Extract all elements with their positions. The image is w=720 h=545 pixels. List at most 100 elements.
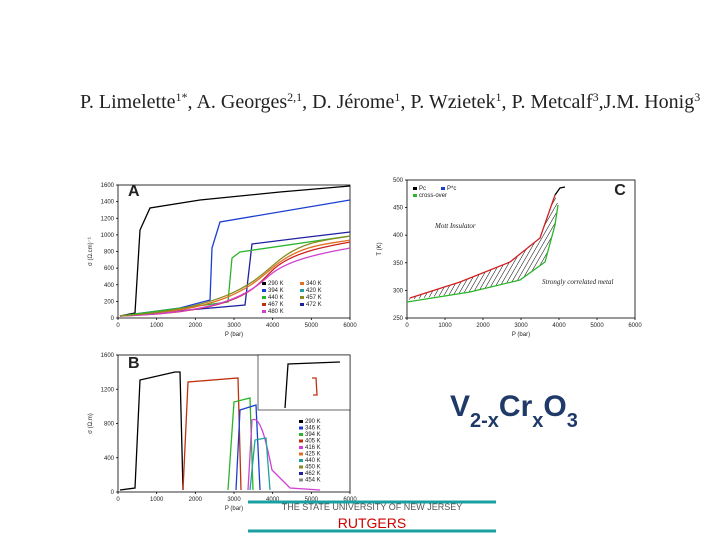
x-tick-label: 4000: [552, 323, 566, 329]
formula-part: V: [450, 390, 470, 423]
x-axis-label: P (bar): [225, 332, 243, 338]
author-affiliation: 1*: [176, 90, 188, 104]
author-name: , A. Georges: [188, 91, 288, 113]
footer-university: THE STATE UNIVERSITY OF NEW JERSEY: [282, 502, 463, 512]
x-tick-label: 0: [116, 497, 120, 503]
formula-subscript: 2-x: [470, 410, 499, 432]
x-axis-label: P (bar): [512, 332, 530, 338]
legend-marker: [262, 296, 266, 299]
legend-marker: [441, 187, 445, 190]
legend-label: 472 K: [306, 302, 322, 308]
x-tick-label: 3000: [227, 323, 241, 329]
x-tick-label: 4000: [266, 323, 280, 329]
legend-label: P*c: [447, 186, 456, 192]
y-tick-label: 400: [104, 456, 115, 462]
legend-label: 346 K: [305, 426, 321, 432]
legend-marker: [300, 303, 304, 306]
y-tick-label: 1600: [101, 183, 115, 189]
y-tick-label: 300: [393, 288, 404, 294]
legend-marker: [299, 465, 303, 469]
legend-label: 405 K: [305, 439, 321, 445]
legend-marker: [262, 310, 266, 313]
y-axis-label: T (K): [377, 242, 383, 255]
legend-label: cross-over: [419, 193, 447, 199]
legend-marker: [300, 282, 304, 285]
y-tick-label: 1200: [101, 216, 115, 222]
y-tick-label: 500: [393, 178, 404, 184]
x-tick-label: 0: [405, 323, 409, 329]
annotation: Strongly correlated metal: [542, 278, 613, 286]
panel-label: B: [128, 355, 140, 372]
author-affiliation: 3: [593, 90, 599, 104]
y-tick-label: 800: [104, 250, 115, 256]
x-tick-label: 1000: [150, 497, 164, 503]
y-tick-label: 800: [104, 422, 115, 428]
legend-label: 290 K: [305, 419, 321, 425]
crossover-region: [407, 195, 558, 300]
legend-label: 394 K: [305, 432, 321, 438]
y-tick-label: 0: [111, 490, 115, 496]
legend-label: 420 K: [306, 288, 322, 294]
y-tick-label: 1600: [101, 353, 115, 359]
x-tick-label: 5000: [305, 323, 319, 329]
legend-marker: [413, 194, 417, 197]
formula-part: O: [543, 390, 566, 423]
y-tick-label: 250: [393, 316, 404, 322]
legend-label: 450 K: [305, 465, 321, 471]
legend-marker: [262, 282, 266, 285]
x-tick-label: 5000: [590, 323, 604, 329]
legend-marker: [299, 433, 303, 436]
author-affiliation: 1: [394, 90, 400, 104]
legend-marker: [299, 446, 303, 449]
x-tick-label: 3000: [227, 497, 241, 503]
inset: [257, 354, 351, 411]
formula: V2-xCrxO3: [450, 390, 578, 432]
legend-label: 454 K: [305, 478, 321, 484]
legend-marker: [299, 459, 303, 462]
legend-label: 340 K: [306, 281, 322, 287]
x-tick-label: 6000: [343, 323, 357, 329]
annotation: Mott Insulator: [434, 222, 476, 230]
author-name: P. Limelette: [80, 91, 176, 113]
x-tick-label: 6000: [628, 323, 642, 329]
y-tick-label: 350: [393, 261, 404, 267]
x-tick-label: 1000: [438, 323, 452, 329]
curves-a: [119, 185, 351, 317]
legend-marker: [262, 303, 266, 306]
x-tick-label: 4000: [266, 497, 280, 503]
author-affiliation: 2,1: [287, 90, 302, 104]
author-affiliation: 1: [496, 90, 502, 104]
legend-marker: [299, 420, 303, 423]
y-tick-label: 0: [111, 316, 115, 322]
y-tick-label: 1200: [101, 387, 115, 393]
panel-label: A: [128, 183, 140, 200]
y-tick-label: 400: [393, 233, 404, 239]
author-name: , P. Wzietek: [400, 91, 495, 113]
legend-marker: [300, 296, 304, 299]
footer-name: RUTGERS: [338, 515, 406, 531]
y-axis-label: σ (Ω.m): [88, 413, 94, 434]
legend-marker: [299, 439, 303, 443]
y-tick-label: 400: [104, 283, 115, 289]
x-tick-label: 6000: [343, 497, 357, 503]
legend-label: 462 K: [305, 471, 321, 477]
legend-marker: [299, 472, 303, 475]
legend-label: 416 K: [305, 445, 321, 451]
y-tick-label: 450: [393, 206, 404, 212]
legend-marker: [300, 289, 304, 292]
legend-label: 467 K: [268, 302, 284, 308]
legend-label: 290 K: [268, 281, 284, 287]
author-affiliation: 3: [694, 90, 700, 104]
legend-marker: [299, 478, 303, 482]
x-tick-label: 1000: [150, 323, 164, 329]
formula-subscript: x: [532, 410, 543, 432]
x-tick-label: 5000: [305, 497, 319, 503]
legend-marker: [299, 452, 303, 456]
legend-label: 440 K: [305, 458, 321, 464]
legend-label: 425 K: [305, 452, 321, 458]
legend-label: 457 K: [306, 295, 322, 301]
y-tick-label: 200: [104, 299, 115, 305]
phase-diagram: [406, 186, 566, 303]
